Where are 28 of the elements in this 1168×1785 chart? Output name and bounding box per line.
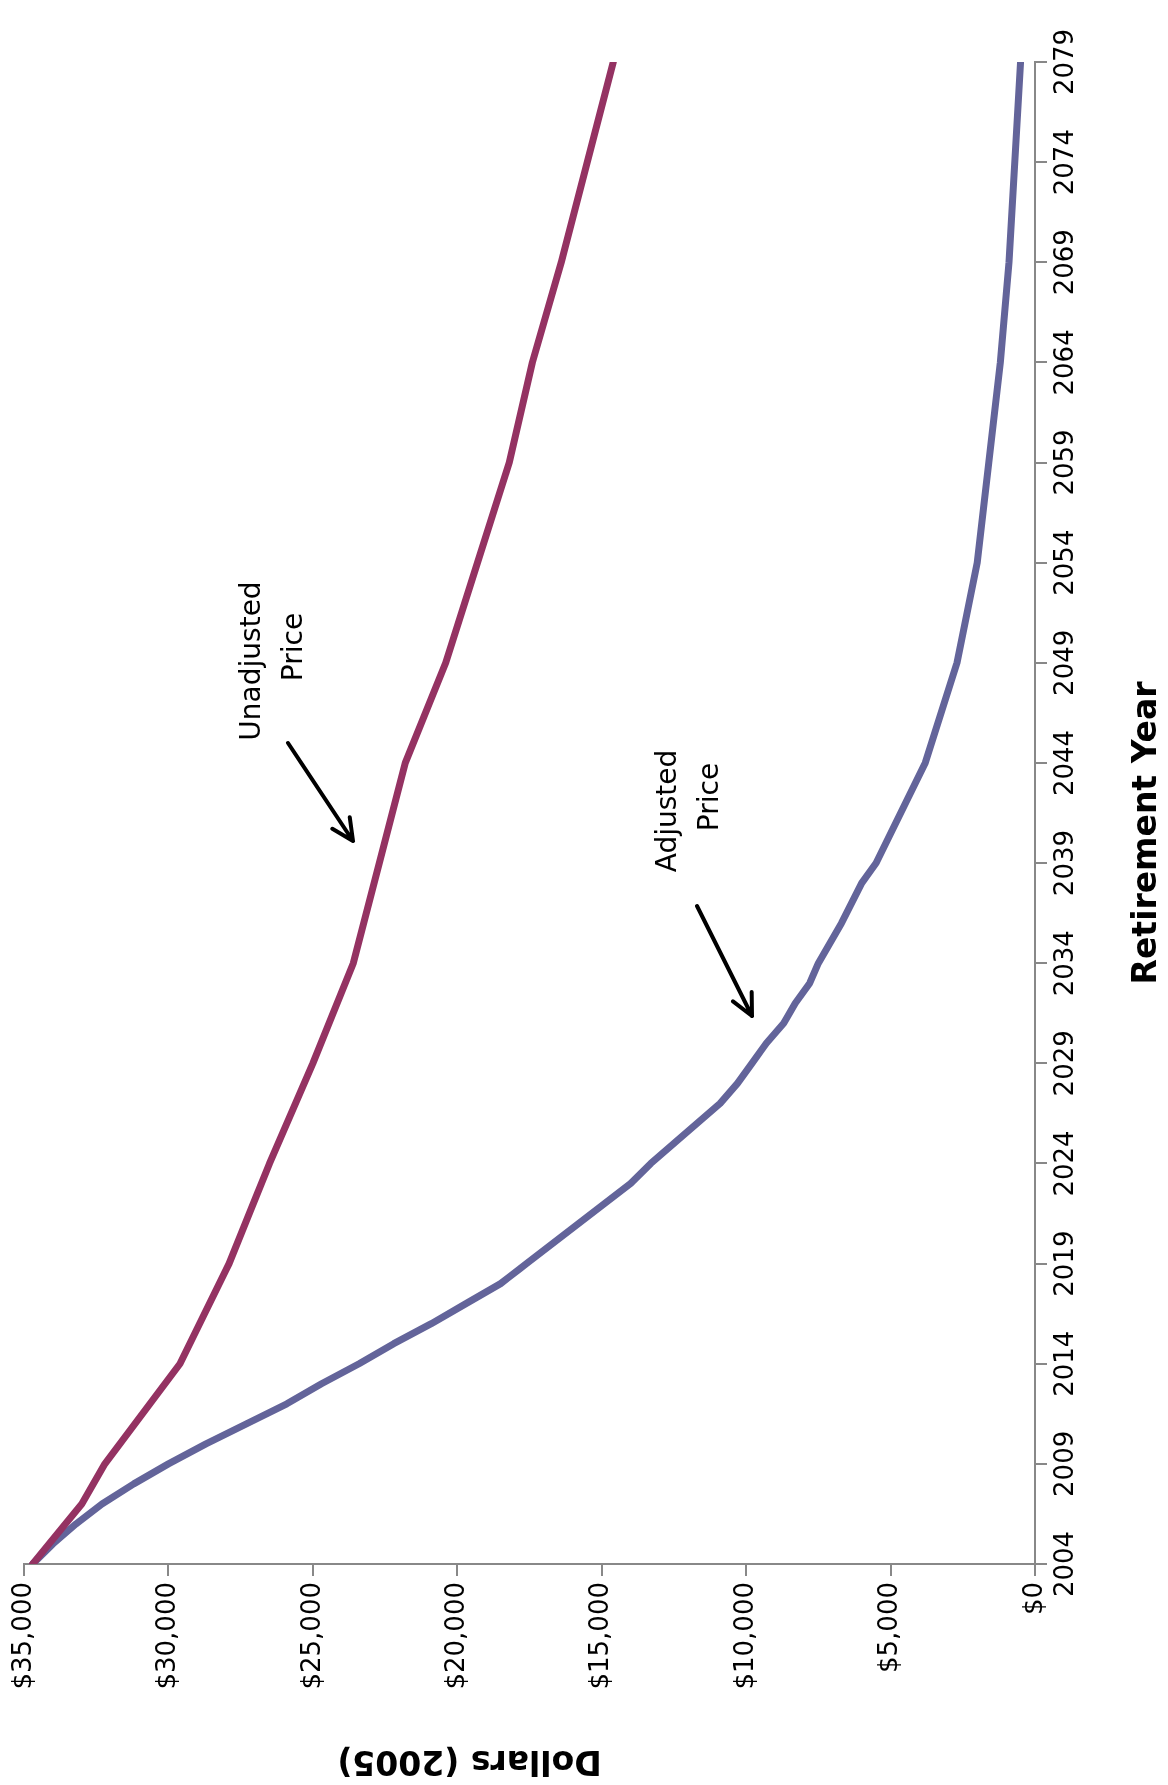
y-tick-label: 2024 — [1048, 1130, 1079, 1197]
y-tick-label: 2019 — [1048, 1230, 1079, 1297]
y-tick-label: 2054 — [1048, 529, 1079, 596]
y-tick-label: 2029 — [1048, 1030, 1079, 1097]
annotation: Adjusted Price — [650, 749, 726, 873]
y-tick-label: 2049 — [1048, 629, 1079, 696]
y-tick-label: 2069 — [1048, 229, 1079, 296]
y-tick-label: 2014 — [1048, 1330, 1079, 1397]
x-tick-label: $30,000 — [151, 1582, 182, 1690]
y-axis-title: Retirement Year — [1124, 680, 1164, 985]
x-tick-label: $0 — [1017, 1582, 1048, 1616]
x-tick-label: $35,000 — [6, 1582, 37, 1690]
annotation: Unadjusted Price — [234, 581, 310, 741]
x-tick-label: $25,000 — [295, 1582, 326, 1690]
y-tick-label: 2034 — [1048, 930, 1079, 997]
x-tick-label: $5,000 — [873, 1582, 904, 1673]
x-tick-label: $10,000 — [728, 1582, 759, 1690]
x-axis-title: Dollars (2005) — [337, 1743, 602, 1783]
x-tick-label: $20,000 — [440, 1582, 471, 1690]
y-tick-label: 2009 — [1048, 1430, 1079, 1497]
y-tick-label: 2004 — [1048, 1530, 1079, 1598]
y-tick-label: 2039 — [1048, 829, 1079, 897]
y-tick-label: 2074 — [1048, 129, 1079, 196]
y-tick-label: 2059 — [1048, 429, 1079, 496]
x-tick-label: $15,000 — [584, 1582, 615, 1690]
y-tick-label: 2044 — [1048, 729, 1079, 797]
y-tick-label: 2079 — [1048, 28, 1079, 96]
y-tick-label: 2064 — [1048, 329, 1079, 396]
